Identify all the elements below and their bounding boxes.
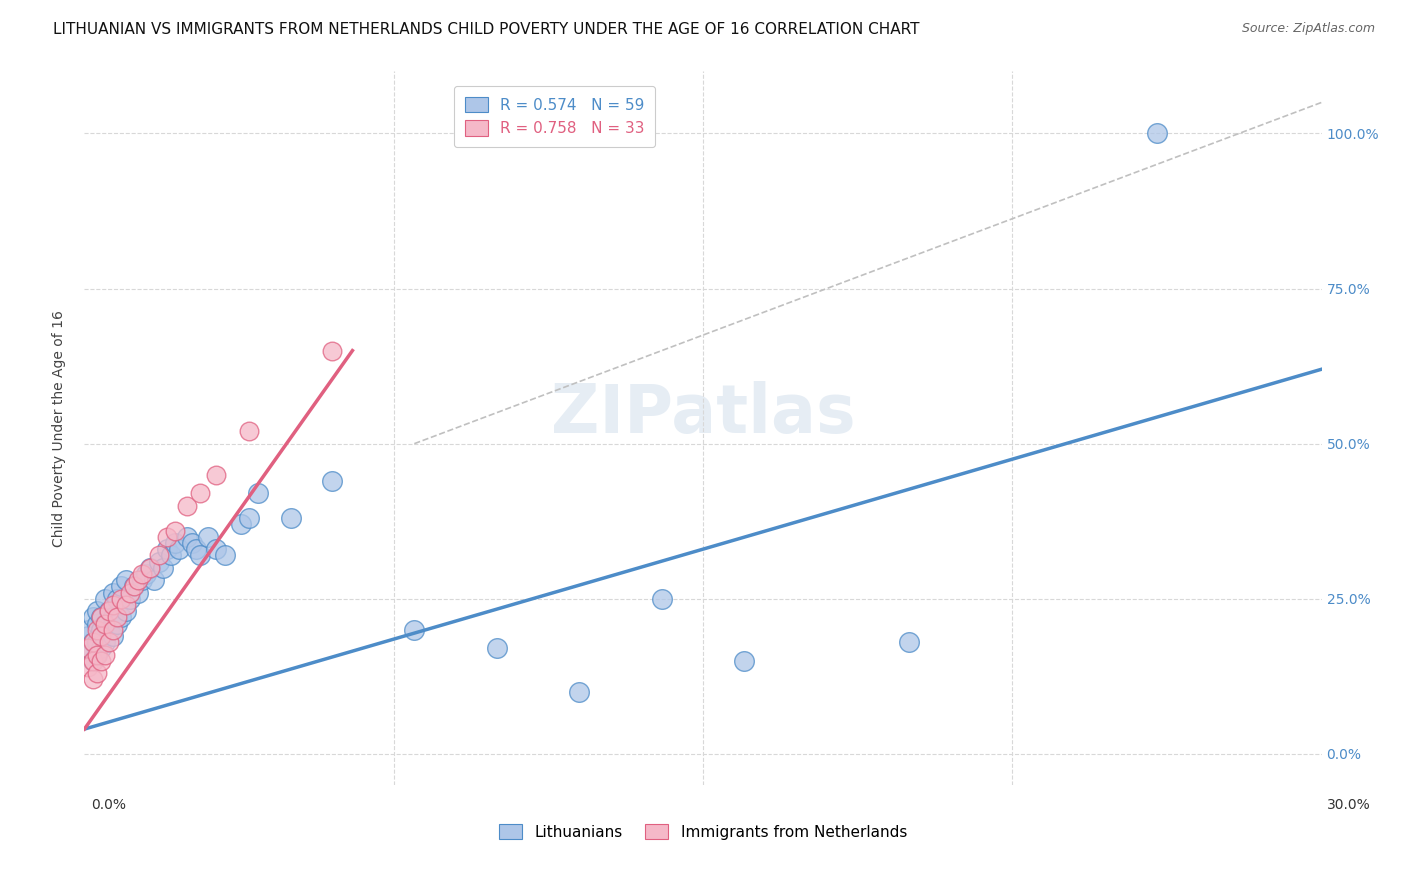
Point bbox=[238, 511, 260, 525]
Point bbox=[127, 573, 149, 587]
Point bbox=[105, 591, 128, 606]
Point bbox=[77, 629, 100, 643]
Point bbox=[94, 616, 117, 631]
Point bbox=[82, 654, 104, 668]
Point bbox=[485, 641, 508, 656]
Point bbox=[188, 549, 211, 563]
Point bbox=[114, 598, 136, 612]
Point bbox=[90, 610, 112, 624]
Point bbox=[321, 474, 343, 488]
Point bbox=[188, 486, 211, 500]
Point bbox=[229, 517, 252, 532]
Point bbox=[86, 648, 108, 662]
Point bbox=[148, 549, 170, 563]
Point bbox=[114, 604, 136, 618]
Point bbox=[135, 566, 157, 581]
Point bbox=[148, 555, 170, 569]
Point bbox=[103, 585, 125, 599]
Point bbox=[131, 573, 153, 587]
Point bbox=[280, 511, 302, 525]
Point bbox=[105, 610, 128, 624]
Point bbox=[404, 623, 426, 637]
Point bbox=[568, 685, 591, 699]
Point bbox=[238, 424, 260, 438]
Point bbox=[86, 648, 108, 662]
Point bbox=[94, 616, 117, 631]
Point bbox=[205, 467, 228, 482]
Text: LITHUANIAN VS IMMIGRANTS FROM NETHERLANDS CHILD POVERTY UNDER THE AGE OF 16 CORR: LITHUANIAN VS IMMIGRANTS FROM NETHERLAND… bbox=[53, 22, 920, 37]
Point bbox=[90, 610, 112, 624]
Point bbox=[165, 524, 187, 538]
Point bbox=[90, 641, 112, 656]
Point bbox=[98, 604, 121, 618]
Point bbox=[127, 585, 149, 599]
Point bbox=[176, 499, 198, 513]
Point bbox=[114, 573, 136, 587]
Point bbox=[122, 579, 145, 593]
Point bbox=[1146, 127, 1168, 141]
Point bbox=[176, 530, 198, 544]
Point bbox=[94, 635, 117, 649]
Point bbox=[103, 598, 125, 612]
Point bbox=[82, 654, 104, 668]
Point bbox=[156, 530, 179, 544]
Point bbox=[82, 635, 104, 649]
Point bbox=[86, 616, 108, 631]
Text: Source: ZipAtlas.com: Source: ZipAtlas.com bbox=[1241, 22, 1375, 36]
Text: 0.0%: 0.0% bbox=[91, 797, 127, 812]
Point bbox=[205, 542, 228, 557]
Point bbox=[139, 561, 162, 575]
Point bbox=[214, 549, 236, 563]
Y-axis label: Child Poverty Under the Age of 16: Child Poverty Under the Age of 16 bbox=[52, 310, 66, 547]
Point bbox=[94, 591, 117, 606]
Point bbox=[651, 591, 673, 606]
Text: 30.0%: 30.0% bbox=[1327, 797, 1371, 812]
Point bbox=[139, 561, 162, 575]
Point bbox=[110, 610, 132, 624]
Point bbox=[98, 604, 121, 618]
Point bbox=[184, 542, 207, 557]
Point bbox=[82, 673, 104, 687]
Point bbox=[110, 591, 132, 606]
Point bbox=[103, 629, 125, 643]
Point bbox=[110, 579, 132, 593]
Point bbox=[180, 536, 202, 550]
Point bbox=[246, 486, 269, 500]
Point bbox=[90, 623, 112, 637]
Point bbox=[98, 623, 121, 637]
Point bbox=[77, 660, 100, 674]
Point bbox=[103, 610, 125, 624]
Point bbox=[86, 623, 108, 637]
Point bbox=[82, 610, 104, 624]
Point bbox=[77, 623, 100, 637]
Point bbox=[898, 635, 921, 649]
Point bbox=[90, 629, 112, 643]
Point bbox=[165, 536, 187, 550]
Point bbox=[118, 585, 141, 599]
Point bbox=[86, 635, 108, 649]
Point bbox=[105, 616, 128, 631]
Point bbox=[94, 648, 117, 662]
Point bbox=[167, 542, 190, 557]
Point bbox=[77, 641, 100, 656]
Point bbox=[98, 635, 121, 649]
Point bbox=[90, 654, 112, 668]
Point bbox=[160, 549, 183, 563]
Point bbox=[122, 579, 145, 593]
Point bbox=[77, 641, 100, 656]
Point bbox=[86, 666, 108, 681]
Point bbox=[103, 623, 125, 637]
Point bbox=[321, 343, 343, 358]
Point bbox=[86, 604, 108, 618]
Point bbox=[156, 542, 179, 557]
Point bbox=[143, 573, 166, 587]
Point bbox=[152, 561, 174, 575]
Point bbox=[733, 654, 755, 668]
Point bbox=[118, 591, 141, 606]
Legend: Lithuanians, Immigrants from Netherlands: Lithuanians, Immigrants from Netherlands bbox=[489, 814, 917, 848]
Point bbox=[197, 530, 219, 544]
Point bbox=[82, 635, 104, 649]
Point bbox=[131, 566, 153, 581]
Text: ZIPatlas: ZIPatlas bbox=[551, 381, 855, 447]
